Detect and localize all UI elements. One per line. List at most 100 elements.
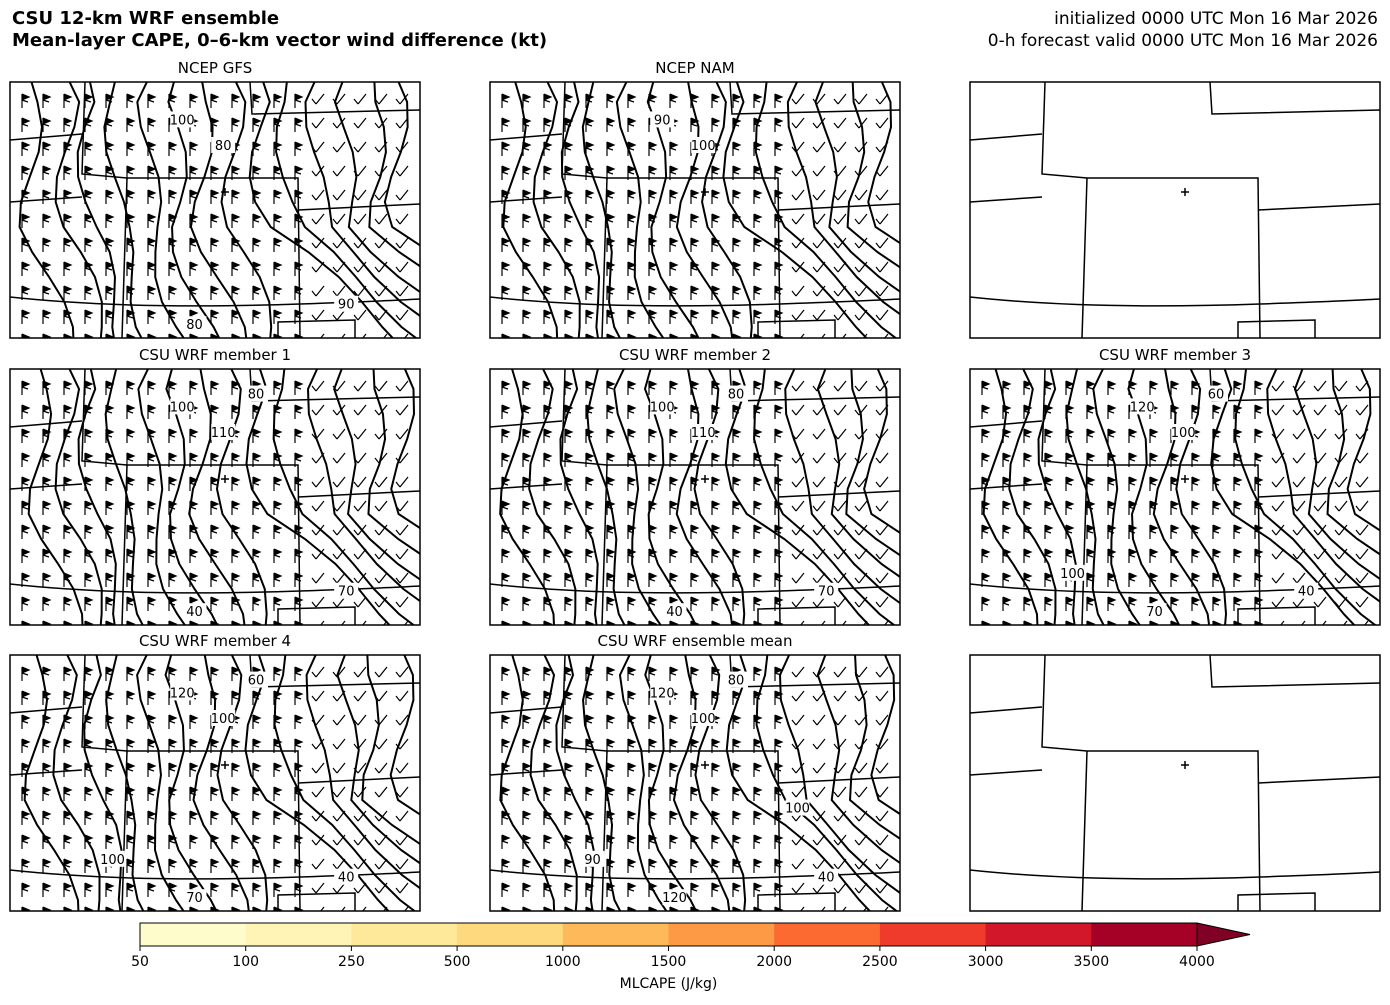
wind-barb [231, 404, 241, 419]
state-border [601, 464, 608, 625]
wind-barb [84, 213, 94, 228]
wind-barb [189, 762, 199, 777]
contour [307, 369, 420, 603]
wind-barb [732, 476, 742, 491]
wind-barb [1086, 500, 1096, 515]
wind-barb [189, 213, 199, 228]
wind-barb [374, 404, 388, 416]
wind-barb [1023, 620, 1033, 625]
wind-barb [189, 165, 199, 180]
wind-barb [1254, 428, 1264, 443]
wind-barb [320, 333, 325, 338]
wind-barb [311, 572, 325, 584]
wind-barb [21, 690, 31, 705]
wind-barb [627, 500, 637, 515]
wind-barb [606, 141, 616, 156]
wind-barb [374, 189, 388, 201]
wind-barb [875, 213, 889, 225]
wind-barb [1107, 596, 1117, 611]
wind-barb [791, 428, 805, 440]
state-border [970, 483, 1043, 490]
wind-barb [800, 620, 805, 625]
wind-barb [42, 165, 52, 180]
wind-barb [854, 452, 868, 464]
wind-barb [84, 858, 94, 873]
wind-barb [564, 380, 574, 395]
wind-barb [690, 882, 700, 897]
wind-barb [648, 309, 658, 324]
wind-barb [1334, 524, 1348, 536]
wind-barb [21, 261, 31, 276]
wind-barb [543, 165, 553, 180]
contour-label: 100 [785, 802, 810, 817]
colorbar-segment [562, 923, 669, 946]
wind-barb [231, 524, 241, 539]
wind-barb [84, 285, 94, 300]
wind-barb [353, 596, 367, 608]
wind-barb [353, 524, 367, 536]
wind-barb [189, 285, 199, 300]
wind-barb [42, 189, 52, 204]
wind-barb [1212, 500, 1222, 515]
wind-barb [732, 261, 742, 276]
wind-barb [105, 882, 115, 897]
wind-barb [374, 261, 388, 273]
wind-barb [842, 906, 847, 911]
wind-barb [1149, 572, 1159, 587]
wind-barb [311, 404, 325, 416]
wind-barb [854, 690, 868, 702]
wind-barb [84, 882, 94, 897]
state-border [1041, 82, 1261, 338]
wind-barb [1254, 524, 1264, 539]
contour-label: 90 [338, 298, 355, 313]
wind-barb [332, 237, 346, 249]
wind-barb [147, 189, 157, 204]
contour-label-bg [211, 137, 236, 153]
colorbar-tick-label: 50 [131, 954, 149, 970]
wind-barb [812, 476, 826, 488]
wind-barb [669, 165, 679, 180]
wind-barb [21, 213, 31, 228]
wind-barb [1044, 428, 1054, 443]
wind-barb [63, 786, 73, 801]
wind-barb [854, 882, 868, 894]
wind-barb [627, 786, 637, 801]
contour-label-bg [182, 889, 207, 906]
wind-barb [1334, 572, 1348, 584]
wind-barb [863, 333, 868, 338]
wind-barb [564, 738, 574, 753]
panel-frame [9, 654, 421, 912]
wind-barb [147, 810, 157, 825]
wind-barb [753, 524, 763, 539]
wind-barb [311, 500, 325, 512]
wind-barb [543, 237, 553, 252]
wind-barb [842, 333, 847, 338]
wind-barb [669, 858, 679, 873]
wind-barb [63, 810, 73, 825]
state-border [1209, 82, 1380, 115]
contour [368, 82, 420, 268]
wind-barb [404, 620, 409, 625]
wind-barb [1023, 500, 1033, 515]
contour-label-bg [724, 671, 748, 688]
wind-barb [252, 906, 262, 911]
wind-barb [147, 500, 157, 515]
wind-barb [585, 500, 595, 515]
contour [333, 369, 420, 581]
wind-barb [1355, 452, 1369, 464]
wind-barb [606, 858, 616, 873]
wind-barb [564, 285, 574, 300]
contour [52, 655, 101, 911]
wind-barb [1212, 524, 1222, 539]
wind-barb [854, 428, 868, 440]
wind-barb [501, 620, 511, 625]
wind-barb [168, 620, 178, 625]
wind-barb [63, 452, 73, 467]
wind-barb [1191, 476, 1201, 491]
wind-barb [147, 261, 157, 276]
wind-barb [168, 213, 178, 228]
wind-barb [711, 596, 721, 611]
wind-barb [147, 906, 157, 911]
